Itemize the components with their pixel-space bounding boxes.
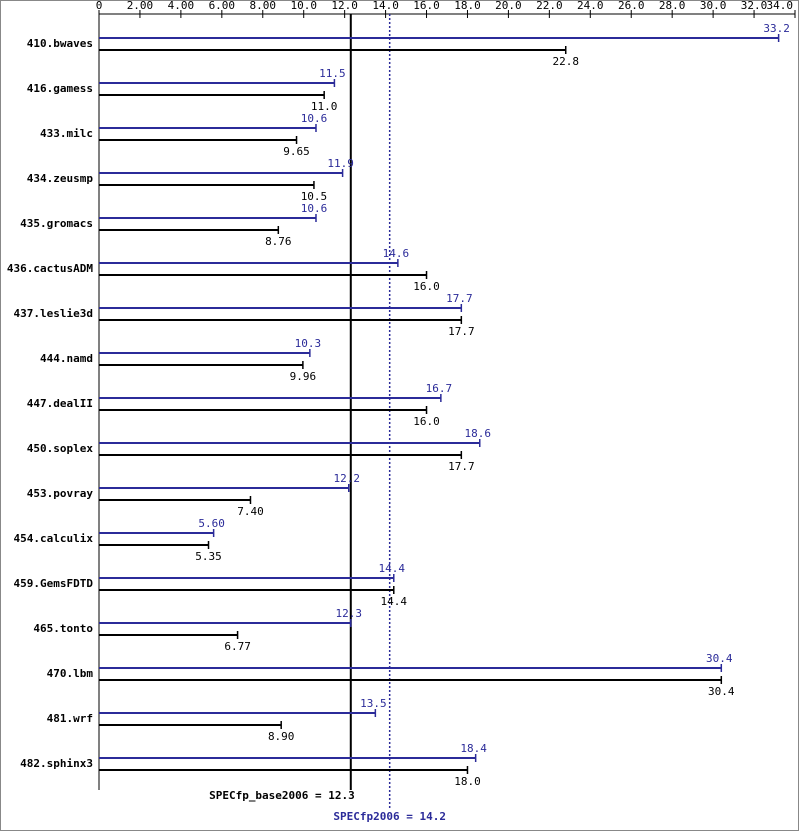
category-label: 481.wrf [47, 712, 93, 725]
x-tick-label: 32.0 [741, 0, 768, 12]
category-label: 447.dealII [27, 397, 93, 410]
x-tick-label: 6.00 [209, 0, 236, 12]
value-label: 17.7 [448, 460, 475, 473]
value-label: 14.4 [381, 595, 408, 608]
value-label: 16.7 [426, 382, 453, 395]
x-tick-label: 20.0 [495, 0, 522, 12]
value-label: 16.0 [413, 280, 440, 293]
x-tick-label: 10.0 [290, 0, 317, 12]
category-label: 453.povray [27, 487, 94, 500]
value-label: 10.5 [301, 190, 328, 203]
x-tick-label: 34.0 [767, 0, 794, 12]
x-tick-label: 0 [96, 0, 103, 12]
value-label: 13.5 [360, 697, 387, 710]
value-label: 33.2 [763, 22, 790, 35]
value-label: 12.3 [336, 607, 363, 620]
category-label: 465.tonto [33, 622, 93, 635]
value-label: 18.0 [454, 775, 481, 788]
category-label: 410.bwaves [27, 37, 93, 50]
value-label: 5.35 [195, 550, 222, 563]
category-label: 436.cactusADM [7, 262, 93, 275]
value-label: 8.90 [268, 730, 295, 743]
value-label: 16.0 [413, 415, 440, 428]
x-tick-label: 24.0 [577, 0, 604, 12]
value-label: 7.40 [237, 505, 264, 518]
category-label: 470.lbm [47, 667, 94, 680]
value-label: 11.5 [319, 67, 346, 80]
x-tick-label: 18.0 [454, 0, 481, 12]
value-label: 10.3 [295, 337, 322, 350]
category-label: 482.sphinx3 [20, 757, 93, 770]
value-label: 30.4 [706, 652, 733, 665]
category-label: 450.soplex [27, 442, 94, 455]
x-tick-label: 16.0 [413, 0, 440, 12]
x-tick-label: 4.00 [168, 0, 195, 12]
value-label: 9.96 [290, 370, 317, 383]
category-label: 433.milc [40, 127, 93, 140]
x-tick-label: 28.0 [659, 0, 686, 12]
category-label: 434.zeusmp [27, 172, 94, 185]
category-label: 435.gromacs [20, 217, 93, 230]
value-label: 11.0 [311, 100, 338, 113]
value-label: 17.7 [448, 325, 475, 338]
value-label: 18.4 [460, 742, 487, 755]
value-label: 9.65 [283, 145, 310, 158]
x-tick-label: 30.0 [700, 0, 727, 12]
value-label: 18.6 [465, 427, 492, 440]
value-label: 14.4 [379, 562, 406, 575]
value-label: 30.4 [708, 685, 735, 698]
category-label: 459.GemsFDTD [14, 577, 94, 590]
reference-label: SPECfp_base2006 = 12.3 [209, 789, 355, 802]
value-label: 8.76 [265, 235, 292, 248]
category-label: 444.namd [40, 352, 93, 365]
value-label: 22.8 [552, 55, 579, 68]
x-tick-label: 12.0 [331, 0, 358, 12]
value-label: 11.9 [327, 157, 354, 170]
value-label: 10.6 [301, 112, 328, 125]
category-label: 437.leslie3d [14, 307, 93, 320]
x-tick-label: 14.0 [372, 0, 399, 12]
category-label: 416.gamess [27, 82, 93, 95]
category-label: 454.calculix [14, 532, 94, 545]
reference-label: SPECfp2006 = 14.2 [333, 810, 446, 823]
value-label: 14.6 [383, 247, 410, 260]
x-tick-label: 26.0 [618, 0, 645, 12]
x-tick-label: 8.00 [250, 0, 277, 12]
value-label: 6.77 [224, 640, 251, 653]
value-label: 17.7 [446, 292, 473, 305]
value-label: 10.6 [301, 202, 328, 215]
x-tick-label: 2.00 [127, 0, 154, 12]
value-label: 5.60 [198, 517, 225, 530]
value-label: 12.2 [333, 472, 360, 485]
x-tick-label: 22.0 [536, 0, 563, 12]
